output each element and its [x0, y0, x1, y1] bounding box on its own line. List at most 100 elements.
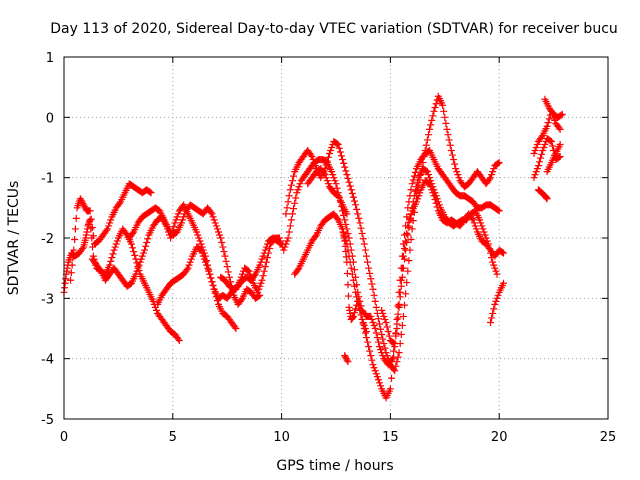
data-point: [131, 251, 139, 259]
data-point: [294, 186, 302, 194]
data-point: [424, 179, 432, 187]
data-point: [547, 137, 555, 145]
data-series: [530, 134, 564, 182]
data-point: [211, 289, 219, 297]
data-point: [324, 153, 332, 161]
data-point: [134, 263, 142, 271]
data-point: [309, 156, 317, 164]
data-point: [406, 192, 414, 200]
data-point: [404, 204, 412, 212]
data-point: [350, 266, 358, 274]
data-point: [443, 125, 451, 133]
data-point: [259, 252, 267, 260]
data-point: [346, 182, 354, 190]
data-point: [494, 159, 502, 167]
data-point: [495, 207, 503, 215]
data-point: [77, 196, 85, 204]
data-point: [311, 162, 319, 170]
data-point: [237, 296, 245, 304]
data-point: [284, 198, 292, 206]
data-point: [384, 328, 392, 336]
data-point: [69, 254, 77, 262]
data-point: [534, 162, 542, 170]
data-point: [213, 297, 221, 305]
data-point: [280, 246, 288, 254]
data-point: [115, 199, 123, 207]
data-point: [214, 228, 222, 236]
data-point: [383, 323, 391, 331]
data-point: [113, 237, 121, 245]
data-point: [180, 213, 188, 221]
y-tick-label: -2: [41, 232, 54, 247]
data-point: [408, 225, 416, 233]
data-point: [80, 201, 88, 209]
data-point: [141, 246, 149, 254]
data-point: [323, 177, 331, 185]
data-point: [342, 167, 350, 175]
data-point: [152, 306, 160, 314]
data-point: [430, 192, 438, 200]
data-point: [402, 237, 410, 245]
data-point: [200, 255, 208, 263]
data-point: [450, 156, 458, 164]
data-point: [368, 356, 376, 364]
data-point: [540, 144, 548, 151]
data-point: [356, 219, 364, 227]
data-point: [411, 168, 419, 176]
data-series: [541, 95, 566, 121]
data-point: [361, 325, 369, 332]
data-point: [79, 199, 87, 207]
data-point: [395, 349, 403, 357]
data-point: [256, 291, 264, 299]
data-point: [349, 312, 357, 320]
data-point: [488, 314, 496, 322]
data-point: [287, 216, 295, 224]
data-point: [472, 225, 480, 233]
data-point: [414, 195, 422, 203]
data-point: [213, 225, 221, 233]
data-point: [382, 349, 390, 357]
data-point: [112, 240, 120, 248]
data-point: [453, 168, 461, 176]
data-point: [184, 264, 192, 272]
x-tick-label: 0: [60, 430, 68, 445]
data-point: [258, 276, 266, 284]
data-point: [532, 144, 540, 151]
data-point: [294, 266, 302, 274]
data-point: [350, 282, 358, 290]
data-point: [471, 222, 479, 230]
data-point: [344, 358, 352, 366]
data-series: [304, 165, 351, 218]
data-point: [323, 157, 331, 165]
data-point: [404, 267, 412, 275]
data-point: [371, 325, 379, 332]
data-point: [422, 141, 430, 149]
data-point: [67, 269, 75, 277]
data-point: [398, 264, 406, 272]
data-point: [283, 237, 291, 245]
data-point: [394, 310, 402, 318]
y-tick-label: -5: [41, 413, 54, 428]
data-point: [256, 261, 264, 269]
data-series: [282, 92, 503, 375]
data-point: [195, 234, 203, 242]
data-point: [266, 245, 274, 253]
data-point: [330, 174, 338, 182]
data-point: [328, 144, 336, 151]
data-point: [394, 302, 402, 310]
data-point: [106, 219, 114, 227]
data-point: [439, 101, 447, 109]
data-point: [423, 136, 431, 144]
data-point: [415, 192, 423, 200]
data-point: [324, 180, 332, 188]
data-point: [322, 174, 330, 182]
data-point: [282, 210, 290, 218]
data-point: [201, 258, 209, 266]
data-point: [407, 186, 415, 194]
data-point: [255, 285, 263, 293]
data-point: [197, 240, 205, 248]
data-point: [219, 243, 227, 251]
data-point: [210, 285, 218, 293]
data-point: [321, 171, 329, 179]
data-point: [223, 263, 231, 271]
